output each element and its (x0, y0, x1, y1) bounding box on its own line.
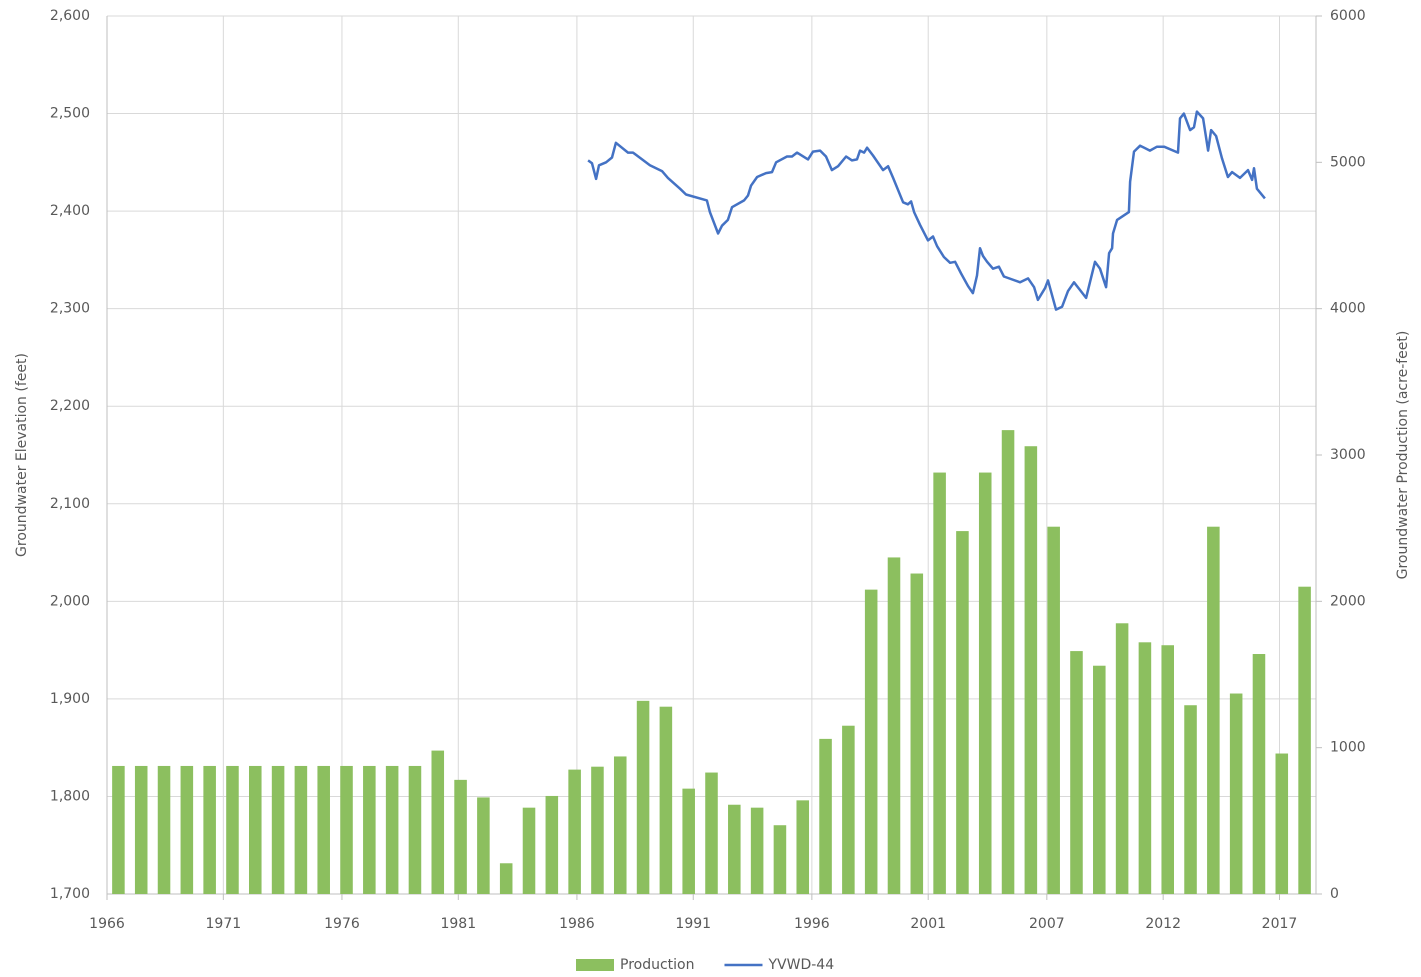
bar (705, 772, 718, 894)
x-tick-label: 1986 (559, 916, 595, 932)
y2-axis-title: Groundwater Production (acre-feet) (1395, 331, 1411, 580)
bar (203, 765, 216, 894)
bar (750, 807, 764, 894)
bar (1161, 645, 1174, 894)
x-tick-label: 1996 (794, 916, 830, 932)
x-tick-label: 1976 (324, 916, 360, 932)
bar (1093, 665, 1106, 894)
y-tick-label: 1,800 (50, 788, 90, 804)
bar (659, 706, 673, 894)
y2-tick-label: 5000 (1330, 154, 1366, 170)
bar (454, 779, 467, 894)
bar (1252, 654, 1266, 894)
y2-tick-label: 3000 (1330, 447, 1366, 463)
bar (363, 765, 376, 894)
y-tick-label: 2,500 (50, 106, 90, 122)
y-tick-label: 2,000 (50, 593, 90, 609)
legend-label: Production (620, 957, 694, 973)
bar (1298, 586, 1311, 894)
y-tick-label: 1,700 (50, 886, 90, 902)
bar (431, 750, 445, 894)
bar (477, 797, 490, 894)
y2-tick-label: 0 (1330, 886, 1339, 902)
y-tick-label: 2,600 (50, 8, 90, 24)
x-tick-label: 2007 (1029, 916, 1065, 932)
bar (1275, 753, 1289, 894)
legend-swatch (576, 959, 614, 971)
bar (134, 765, 148, 894)
y-tick-label: 2,400 (50, 203, 90, 219)
bar (385, 765, 399, 894)
bar (613, 756, 627, 894)
legend-label: YVWD-44 (767, 957, 834, 973)
bar (522, 807, 536, 894)
bar (499, 863, 513, 894)
bar (180, 765, 194, 894)
bar (591, 766, 604, 894)
bar (226, 765, 239, 894)
y-tick-label: 2,100 (50, 496, 90, 512)
bar (682, 788, 695, 894)
bar (1047, 526, 1060, 894)
y2-tick-label: 4000 (1330, 301, 1366, 317)
x-tick-label: 1991 (675, 916, 711, 932)
x-tick-label: 1971 (206, 916, 242, 932)
y2-tick-label: 2000 (1330, 593, 1366, 609)
bar (933, 472, 946, 894)
y-tick-label: 2,300 (50, 301, 90, 317)
bar (887, 557, 901, 894)
bar (1184, 705, 1197, 894)
y-axis-title: Groundwater Elevation (feet) (14, 353, 30, 557)
bar (910, 573, 924, 894)
x-tick-label: 2017 (1262, 916, 1298, 932)
bar (568, 769, 581, 894)
y2-tick-label: 1000 (1330, 740, 1366, 756)
bar (112, 765, 125, 894)
bar (773, 825, 787, 894)
bar (1138, 642, 1152, 894)
bar (728, 804, 741, 894)
bar (796, 800, 810, 894)
bar (819, 738, 832, 894)
bar (157, 765, 171, 894)
bar (636, 700, 650, 894)
bar (956, 531, 969, 894)
bar (1070, 651, 1083, 894)
bar (1115, 623, 1129, 894)
line (587, 110, 1266, 311)
bar (545, 795, 559, 894)
x-tick-label: 2012 (1145, 916, 1181, 932)
y2-tick-label: 6000 (1330, 8, 1366, 24)
x-tick-label: 2001 (910, 916, 946, 932)
bar (1001, 430, 1015, 894)
bar (1024, 446, 1038, 894)
x-tick-label: 1966 (89, 916, 125, 932)
bar (1207, 526, 1220, 894)
y-tick-label: 1,900 (50, 691, 90, 707)
bar (842, 725, 855, 894)
bar (408, 765, 422, 894)
bar (1229, 693, 1243, 894)
bar (294, 765, 308, 894)
bar (271, 765, 285, 894)
bar (340, 765, 353, 894)
y-tick-label: 2,200 (50, 398, 90, 414)
bar (249, 765, 262, 894)
bar (317, 765, 330, 894)
x-tick-label: 1981 (440, 916, 476, 932)
bar (978, 472, 992, 894)
bar (864, 589, 878, 894)
